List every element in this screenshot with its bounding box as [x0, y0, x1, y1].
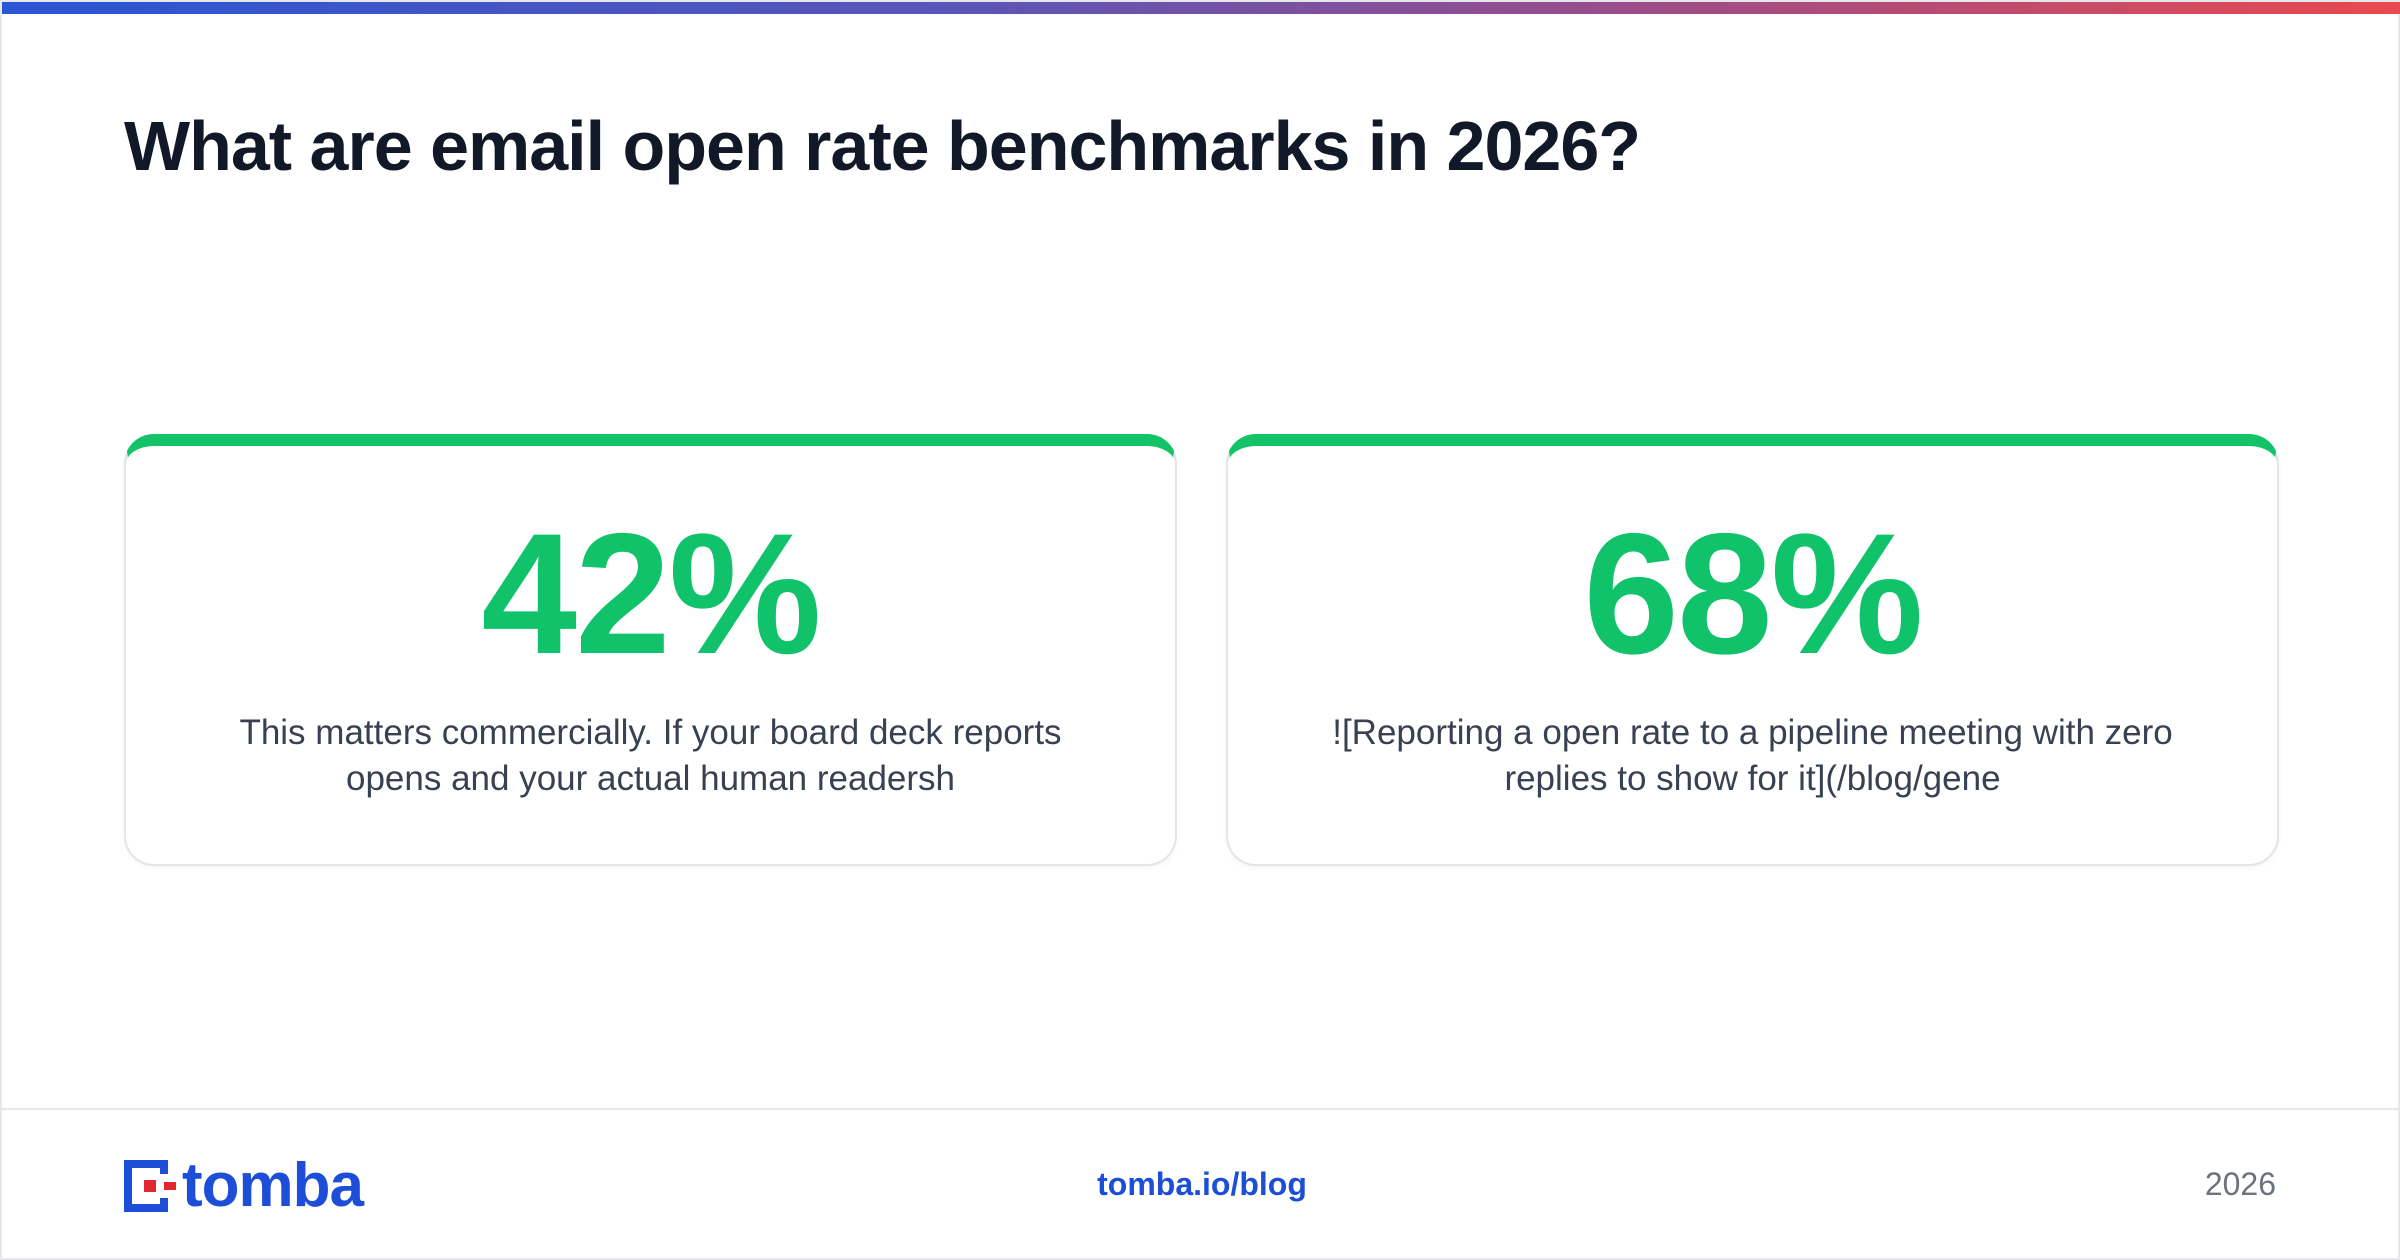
- tomba-logo-icon: [124, 1160, 176, 1212]
- footer-divider: [2, 1108, 2400, 1110]
- page-title: What are email open rate benchmarks in 2…: [124, 107, 1641, 185]
- stat-card-1: 42% This matters commercially. If your b…: [124, 434, 1177, 866]
- footer-year: 2026: [2204, 1166, 2276, 1202]
- top-gradient-bar: [2, 2, 2400, 14]
- logo-text: tomba: [182, 1151, 364, 1220]
- blog-link[interactable]: tomba.io/blog: [1097, 1166, 1307, 1202]
- stat-description: This matters commercially. If your board…: [239, 713, 1062, 798]
- stat-value: 42%: [481, 498, 821, 690]
- tomba-logo: tomba: [124, 1151, 364, 1220]
- stat-card-2: 68% ![Reporting a open rate to a pipelin…: [1226, 434, 2279, 866]
- stat-value: 68%: [1583, 498, 1923, 690]
- stat-description: ![Reporting a open rate to a pipeline me…: [1332, 713, 2173, 798]
